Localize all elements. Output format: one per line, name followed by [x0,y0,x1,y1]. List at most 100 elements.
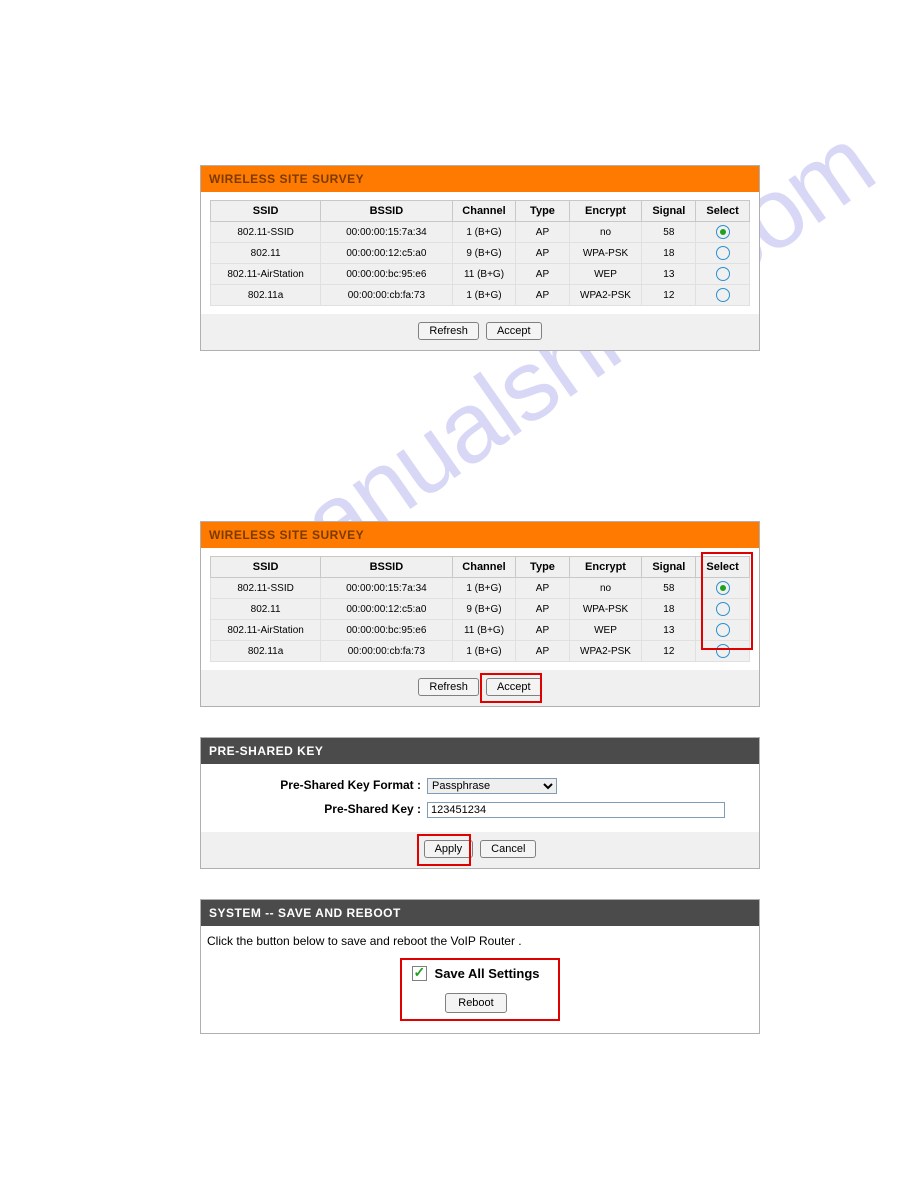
cell-bssid: 00:00:00:15:7a:34 [321,222,452,243]
cell-select [696,599,750,620]
cell-encrypt: WEP [569,620,642,641]
table-row: 802.11-SSID00:00:00:15:7a:341 (B+G)APno5… [211,578,750,599]
system-instruction: Click the button below to save and reboo… [201,926,759,954]
table-row: 802.11-AirStation00:00:00:bc:95:e611 (B+… [211,620,750,641]
col-type: Type [516,557,569,578]
accept-button[interactable]: Accept [486,322,542,340]
cell-ssid: 802.11-SSID [211,222,321,243]
cell-encrypt: WPA2-PSK [569,285,642,306]
cell-signal: 58 [642,578,696,599]
cell-signal: 58 [642,222,696,243]
cell-select [696,641,750,662]
cell-bssid: 00:00:00:12:c5:a0 [321,599,452,620]
psk-format-label: Pre-Shared Key Format : [201,778,427,794]
cell-channel: 9 (B+G) [452,599,516,620]
apply-button[interactable]: Apply [424,840,474,858]
cell-type: AP [516,578,569,599]
select-radio[interactable] [716,225,730,239]
cell-signal: 18 [642,599,696,620]
select-radio[interactable] [716,246,730,260]
cell-type: AP [516,243,569,264]
cell-type: AP [516,599,569,620]
cell-signal: 18 [642,243,696,264]
cell-ssid: 802.11 [211,243,321,264]
cell-type: AP [516,222,569,243]
cell-bssid: 00:00:00:bc:95:e6 [321,264,452,285]
col-channel: Channel [452,557,516,578]
select-radio[interactable] [716,267,730,281]
refresh-button[interactable]: Refresh [418,322,479,340]
cell-signal: 12 [642,285,696,306]
cell-encrypt: no [569,578,642,599]
wireless-survey-panel-2: WIRELESS SITE SURVEY SSID BSSID Channel … [200,521,760,707]
cell-ssid: 802.11-AirStation [211,620,321,641]
select-radio[interactable] [716,644,730,658]
cell-bssid: 00:00:00:15:7a:34 [321,578,452,599]
cell-select [696,264,750,285]
col-bssid: BSSID [321,557,452,578]
table-row: 802.11a00:00:00:cb:fa:731 (B+G)APWPA2-PS… [211,285,750,306]
cell-type: AP [516,620,569,641]
select-radio[interactable] [716,288,730,302]
cell-channel: 1 (B+G) [452,578,516,599]
col-select: Select [696,557,750,578]
cell-channel: 1 (B+G) [452,641,516,662]
save-all-checkbox[interactable] [412,966,427,981]
table-row: 802.11-AirStation00:00:00:bc:95:e611 (B+… [211,264,750,285]
psk-key-input[interactable] [427,802,725,818]
cell-ssid: 802.11-SSID [211,578,321,599]
cell-ssid: 802.11-AirStation [211,264,321,285]
col-ssid: SSID [211,557,321,578]
cell-signal: 13 [642,264,696,285]
pre-shared-key-panel: PRE-SHARED KEY Pre-Shared Key Format : P… [200,737,760,869]
cell-channel: 11 (B+G) [452,620,516,641]
cell-signal: 12 [642,641,696,662]
refresh-button[interactable]: Refresh [418,678,479,696]
cell-select [696,222,750,243]
col-channel: Channel [452,201,516,222]
cell-type: AP [516,285,569,306]
table-row: 802.1100:00:00:12:c5:a09 (B+G)APWPA-PSK1… [211,599,750,620]
col-select: Select [696,201,750,222]
cell-type: AP [516,264,569,285]
col-signal: Signal [642,201,696,222]
wireless-survey-panel-1: WIRELESS SITE SURVEY SSID BSSID Channel … [200,165,760,351]
wireless-survey-title-1: WIRELESS SITE SURVEY [201,166,759,192]
cell-select [696,285,750,306]
col-ssid: SSID [211,201,321,222]
cell-bssid: 00:00:00:12:c5:a0 [321,243,452,264]
accept-button[interactable]: Accept [486,678,542,696]
save-all-label: Save All Settings [435,966,540,981]
cell-ssid: 802.11 [211,599,321,620]
cell-encrypt: WEP [569,264,642,285]
cell-ssid: 802.11a [211,285,321,306]
wireless-survey-table-1: SSID BSSID Channel Type Encrypt Signal S… [210,200,750,306]
cell-signal: 13 [642,620,696,641]
col-signal: Signal [642,557,696,578]
table-row: 802.11a00:00:00:cb:fa:731 (B+G)APWPA2-PS… [211,641,750,662]
table-row: 802.1100:00:00:12:c5:a09 (B+G)APWPA-PSK1… [211,243,750,264]
cell-select [696,620,750,641]
psk-format-select[interactable]: Passphrase [427,778,557,794]
select-radio[interactable] [716,623,730,637]
col-encrypt: Encrypt [569,201,642,222]
cell-bssid: 00:00:00:cb:fa:73 [321,285,452,306]
cell-channel: 9 (B+G) [452,243,516,264]
table-row: 802.11-SSID00:00:00:15:7a:341 (B+G)APno5… [211,222,750,243]
select-radio[interactable] [716,602,730,616]
cell-encrypt: WPA-PSK [569,243,642,264]
col-encrypt: Encrypt [569,557,642,578]
cell-bssid: 00:00:00:bc:95:e6 [321,620,452,641]
cell-encrypt: WPA2-PSK [569,641,642,662]
system-save-reboot-panel: SYSTEM -- SAVE AND REBOOT Click the butt… [200,899,760,1034]
cell-encrypt: no [569,222,642,243]
cell-channel: 11 (B+G) [452,264,516,285]
col-type: Type [516,201,569,222]
cell-channel: 1 (B+G) [452,285,516,306]
cancel-button[interactable]: Cancel [480,840,536,858]
cell-ssid: 802.11a [211,641,321,662]
reboot-button[interactable]: Reboot [445,993,506,1013]
wireless-survey-title-2: WIRELESS SITE SURVEY [201,522,759,548]
system-title: SYSTEM -- SAVE AND REBOOT [201,900,759,926]
select-radio[interactable] [716,581,730,595]
